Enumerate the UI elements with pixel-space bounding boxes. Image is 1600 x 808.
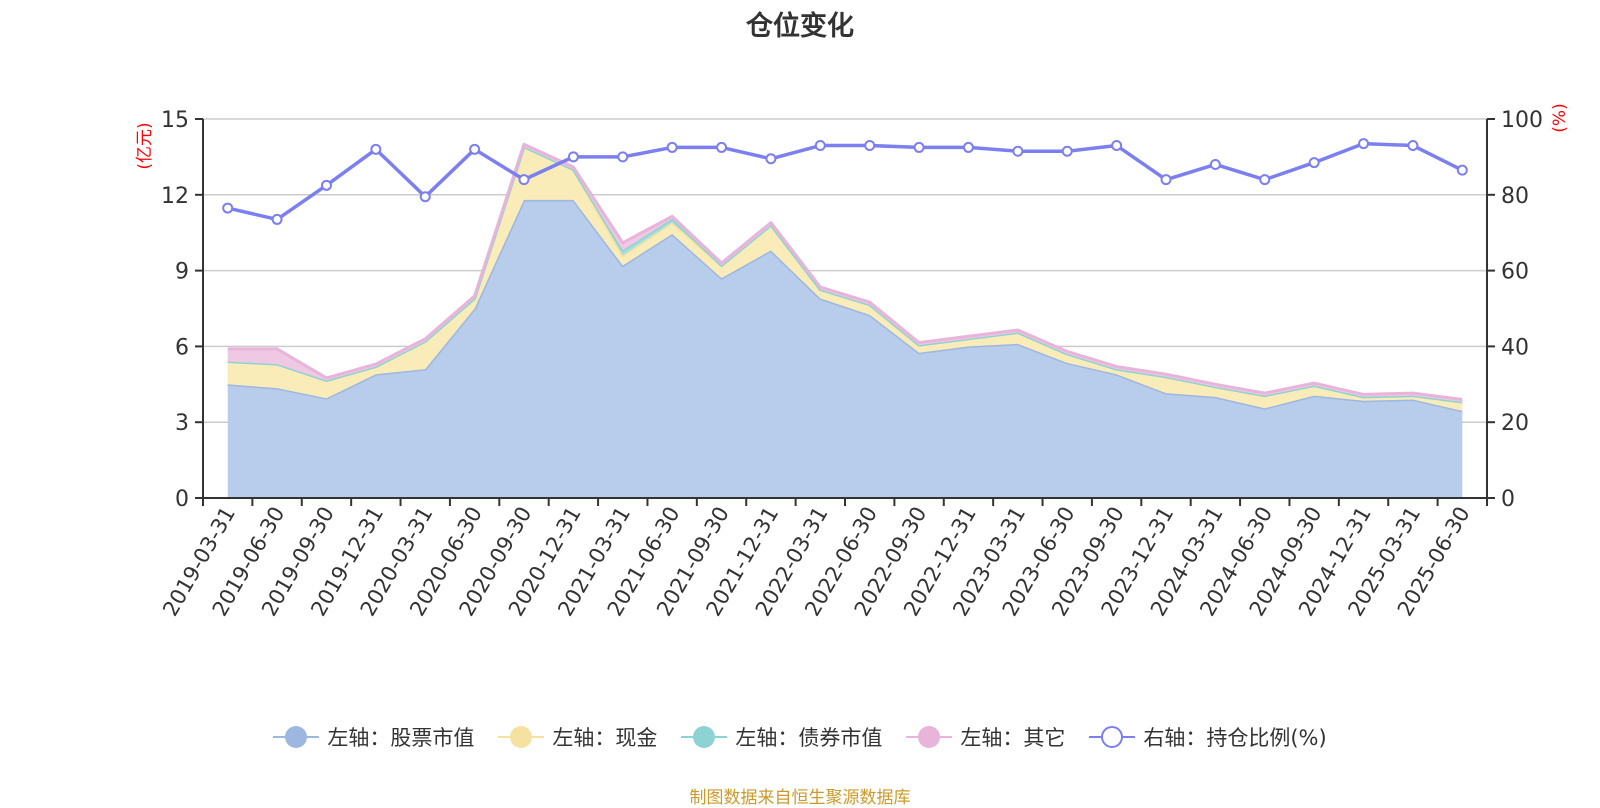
holding-ratio-point	[913, 141, 925, 153]
left-tick-label: 3	[175, 411, 189, 436]
holding-ratio-point	[716, 141, 728, 153]
left-axis-unit-label: (亿元)	[135, 122, 155, 169]
holding-ratio-line	[222, 138, 1468, 225]
holding-ratio-point	[1209, 158, 1221, 170]
legend-item[interactable]: 右轴：持仓比例(%)	[1089, 722, 1327, 752]
legend-label: 左轴：现金	[552, 726, 658, 750]
left-tick-label: 6	[175, 335, 189, 360]
holding-ratio-point	[469, 143, 481, 155]
legend-marker-icon	[681, 725, 728, 749]
legend: 左轴：股票市值 左轴：现金 左轴：债券市值 左轴：其它 右轴：持仓比例(%)	[0, 722, 1600, 752]
legend-marker-icon	[498, 725, 545, 749]
right-axis-unit-label: (%)	[1550, 103, 1570, 132]
right-tick-label: 0	[1501, 487, 1515, 512]
left-tick-label: 9	[175, 260, 189, 285]
legend-label: 左轴：债券市值	[735, 726, 883, 750]
left-tick-label: 12	[161, 184, 189, 209]
holding-ratio-point	[320, 179, 332, 191]
legend-label: 右轴：持仓比例(%)	[1143, 726, 1327, 750]
chart-title: 仓位变化	[746, 11, 854, 42]
holding-ratio-point	[1407, 140, 1419, 152]
holding-ratio-point	[864, 140, 876, 152]
legend-item[interactable]: 左轴：现金	[498, 722, 657, 752]
left-tick-label: 15	[161, 108, 189, 133]
holding-ratio-point	[518, 174, 530, 186]
stacked-areas	[227, 142, 1463, 498]
right-tick-label: 100	[1501, 108, 1543, 133]
area-edge-line	[227, 142, 1463, 401]
legend-label: 左轴：其它	[960, 726, 1066, 750]
holding-ratio-point	[271, 213, 283, 225]
legend-marker-icon	[906, 725, 953, 749]
area-band	[227, 199, 1463, 498]
holding-ratio-point	[222, 202, 234, 214]
holding-ratio-point	[370, 143, 382, 155]
source-note: 制图数据来自恒生聚源数据库	[689, 788, 911, 808]
right-tick-label: 20	[1501, 411, 1529, 436]
right-tick-label: 40	[1501, 335, 1529, 360]
holding-ratio-point	[1259, 174, 1271, 186]
legend-item[interactable]: 左轴：债券市值	[681, 722, 882, 752]
right-tick-label: 60	[1501, 260, 1529, 285]
area-band	[227, 146, 1463, 411]
holding-ratio-point	[1358, 138, 1370, 150]
holding-ratio-point	[1061, 145, 1073, 157]
legend-item[interactable]: 左轴：其它	[906, 722, 1065, 752]
holding-ratio-point	[419, 191, 431, 203]
holding-ratio-point	[567, 151, 579, 163]
legend-item[interactable]: 左轴：股票市值	[273, 722, 474, 752]
holding-ratio-point	[666, 141, 678, 153]
holding-ratio-point	[1160, 174, 1172, 186]
holding-ratio-point	[1456, 164, 1468, 176]
holding-ratio-point	[1308, 157, 1320, 169]
holding-ratio-point	[1111, 140, 1123, 152]
holding-ratio-point	[1012, 145, 1024, 157]
legend-marker-icon	[273, 725, 320, 749]
legend-marker-icon	[1089, 725, 1136, 749]
holding-ratio-polyline	[227, 141, 1464, 222]
holding-ratio-point	[617, 151, 629, 163]
left-tick-label: 0	[175, 487, 189, 512]
holding-ratio-point	[765, 153, 777, 165]
holding-ratio-point	[814, 140, 826, 152]
holding-ratio-point	[962, 141, 974, 153]
legend-label: 左轴：股票市值	[327, 726, 475, 750]
right-tick-label: 80	[1501, 184, 1529, 209]
